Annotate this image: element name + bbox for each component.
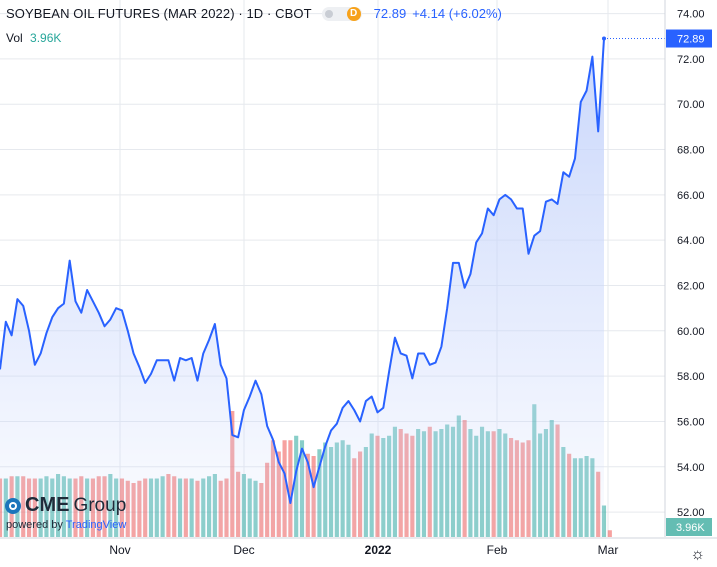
price-tick-label: 52.00 [677, 507, 705, 519]
logo-sub: Group [73, 494, 127, 516]
price-tick-label: 58.00 [677, 371, 705, 383]
price-change: +4.14 (+6.02%) [412, 6, 502, 21]
price-tick-label: 70.00 [677, 99, 705, 111]
price-tick-label: 74.00 [677, 9, 705, 21]
price-tick-label: 62.00 [677, 280, 705, 292]
price-axis: 52.00 54.00 56.00 58.00 60.00 62.00 64.00 66.00… [664, 0, 712, 537]
cme-logo[interactable]: CME Group powered by TradingView [4, 494, 126, 531]
toggle-badge: D [346, 6, 361, 21]
tradingview-link[interactable]: TradingView [65, 519, 127, 531]
price-area-fill [0, 38, 604, 538]
volume-legend: Vol 3.96K [6, 31, 61, 45]
time-axis: Nov Dec 2022 Feb Mar [0, 537, 717, 557]
interval-toggle[interactable]: D [321, 6, 362, 21]
time-tick-label: Mar [598, 543, 619, 557]
price-line [0, 36, 669, 505]
time-tick-label: Nov [109, 543, 130, 557]
price-tick-label: 56.00 [677, 416, 705, 428]
price-area [0, 38, 604, 538]
price-line-path [0, 38, 605, 505]
volume-label: Vol [6, 31, 23, 45]
volume-last-tag-label: 3.96K [676, 522, 705, 534]
price-tick-label: 72.00 [677, 54, 705, 66]
price-tick-label: 66.00 [677, 190, 705, 202]
volume-value: 3.96K [30, 31, 62, 45]
last-price: 72.89 [373, 6, 407, 21]
toggle-dot-icon [324, 9, 333, 18]
logo-main: CME [25, 494, 70, 516]
chart-header: SOYBEAN OIL FUTURES (MAR 2022) · 1D · CB… [6, 6, 502, 21]
gear-icon[interactable]: ☼ [690, 546, 705, 563]
time-tick-label: Dec [233, 543, 254, 557]
last-price-tag-label: 72.89 [677, 34, 705, 46]
price-tick-label: 60.00 [677, 326, 705, 338]
time-tick-label: Feb [487, 543, 508, 557]
price-tick-label: 54.00 [677, 462, 705, 474]
price-tick-label: 68.00 [677, 145, 705, 157]
powered-by-label: powered by [6, 519, 63, 531]
volume-bar [607, 530, 612, 537]
price-tick-label: 64.00 [677, 235, 705, 247]
volume-bar [288, 440, 293, 537]
symbol-title: SOYBEAN OIL FUTURES (MAR 2022) · 1D · CB… [6, 6, 312, 21]
volume-last-tag [666, 518, 712, 536]
last-price-tag [666, 29, 712, 48]
time-tick-label: 2022 [365, 543, 392, 557]
cme-globe-icon [5, 497, 21, 514]
